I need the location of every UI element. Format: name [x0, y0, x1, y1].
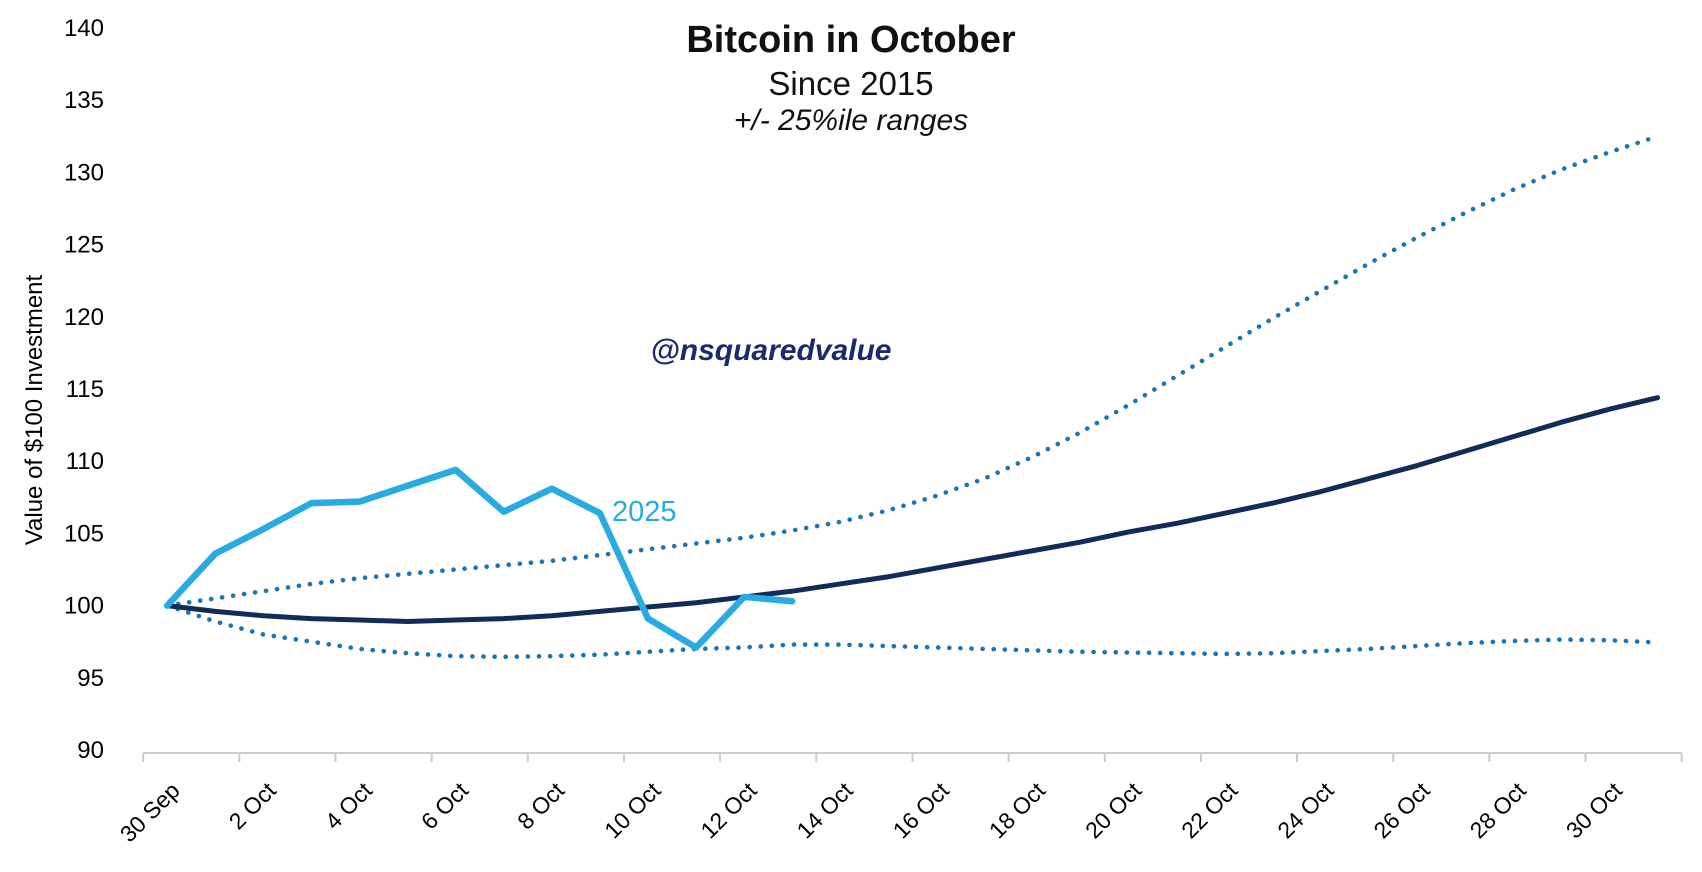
y-axis-tick-label: 115 [66, 376, 104, 403]
x-axis-tick-label: 24 Oct [1272, 777, 1339, 844]
x-axis-tick-label: 28 Oct [1465, 777, 1532, 844]
y-axis-tick-label: 135 [64, 87, 104, 114]
x-axis-tick-label: 8 Oct [512, 777, 570, 835]
y-axis-tick-label: 110 [66, 448, 104, 475]
x-axis-tick-label: 16 Oct [888, 777, 955, 844]
series-line-median-since-2015 [164, 395, 1661, 624]
x-axis-tick-label: 6 Oct [416, 777, 474, 835]
y-axis-tick-label: 120 [64, 304, 104, 331]
x-axis-tick-label: 2 Oct [224, 777, 282, 835]
x-axis-tick-label: 10 Oct [599, 777, 666, 844]
x-axis-tick-label: 22 Oct [1176, 777, 1243, 844]
x-axis-tick-label: 26 Oct [1368, 777, 1435, 844]
chart-title: Bitcoin in October [686, 19, 1016, 61]
y-axis-tick-label: 100 [64, 593, 104, 620]
x-axis-tick-label: 14 Oct [792, 777, 859, 844]
x-axis [142, 752, 1683, 762]
y-axis-tick-label: 130 [64, 159, 104, 186]
y-axis-title: Value of $100 Investment [21, 274, 48, 545]
x-axis-tick-label: 4 Oct [320, 777, 378, 835]
y-axis-tick-label: 95 [77, 665, 104, 692]
chart-subtitle: Since 2015 [768, 65, 933, 102]
watermark-handle: @nsquaredvalue [651, 334, 892, 367]
x-axis-tick-label: 12 Oct [695, 777, 762, 844]
x-axis-tick-label: 20 Oct [1080, 777, 1147, 844]
chart-subtitle-note: +/- 25%ile ranges [734, 104, 968, 137]
series-line-25th-percentile-25-ile- [164, 603, 1660, 660]
x-axis-tick-label: 30 Oct [1561, 777, 1628, 844]
x-axis-tick-label: 18 Oct [984, 777, 1051, 844]
series-label-2025: 2025 [612, 496, 677, 528]
y-axis-tick-label: 105 [64, 520, 104, 547]
y-axis-tick-label: 90 [77, 737, 104, 764]
axis-tick-labels: 90 95 100 105 110 115 120 125 130 135 140 30 Sep 2 O… [64, 15, 1628, 847]
series-line-75th-percentile-25-ile- [164, 134, 1660, 608]
y-axis-tick-label: 125 [64, 232, 104, 259]
series-lines [163, 134, 1661, 660]
y-axis-tick-label: 140 [64, 15, 104, 42]
series-line-2025 [163, 466, 796, 651]
x-axis-tick-label: 30 Sep [115, 777, 185, 847]
